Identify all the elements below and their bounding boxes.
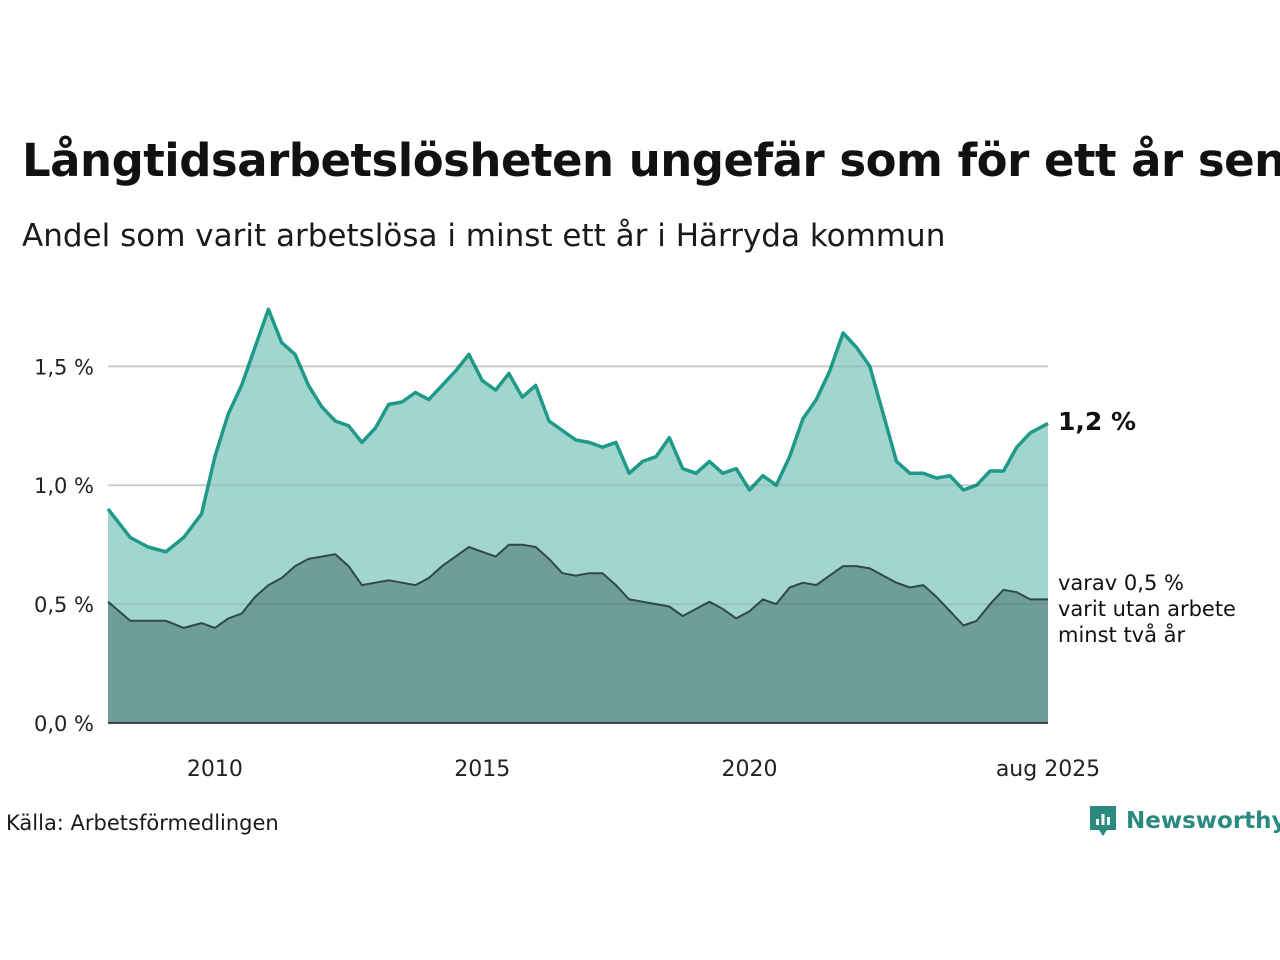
- lower-series-line: [107, 543, 1048, 629]
- chart-title: Långtidsarbetslösheten ungefär som för e…: [22, 134, 1280, 187]
- y-tick-label: 0,0 %: [34, 712, 94, 736]
- lower-end-label-line: minst två år: [1058, 622, 1186, 647]
- logo-text: Newsworthy: [1126, 808, 1280, 834]
- source-note: Källa: Arbetsförmedlingen: [6, 811, 279, 835]
- y-tick-label: 1,0 %: [34, 474, 94, 498]
- y-tick-label: 1,5 %: [34, 355, 94, 379]
- upper-end-label: 1,2 %: [1058, 407, 1136, 436]
- x-tick-label: 2015: [454, 757, 510, 782]
- chart-subtitle: Andel som varit arbetslösa i minst ett å…: [22, 218, 946, 254]
- lower-end-label-line: varit utan arbete: [1058, 597, 1236, 621]
- lower-series-area: [108, 544, 1048, 723]
- x-tick-label: 2020: [722, 757, 778, 782]
- newsworthy-logo: Newsworthy: [1088, 804, 1280, 838]
- x-tick-label: 2010: [187, 757, 243, 782]
- lower-end-label-line: varav 0,5 %: [1058, 571, 1184, 595]
- y-tick-label: 0,5 %: [34, 593, 94, 617]
- upper-series-line: [106, 307, 1049, 554]
- y-tick-labels: 0,0 % 0,5 % 1,0 % 1,5 %: [34, 355, 94, 736]
- x-tick-labels: 2010 2015 2020 aug 2025: [187, 757, 1100, 782]
- newsworthy-logo-icon: [1090, 806, 1116, 836]
- lower-area-layer: [107, 543, 1048, 723]
- x-tick-label: aug 2025: [996, 757, 1100, 782]
- grid-overlay: [108, 365, 1048, 724]
